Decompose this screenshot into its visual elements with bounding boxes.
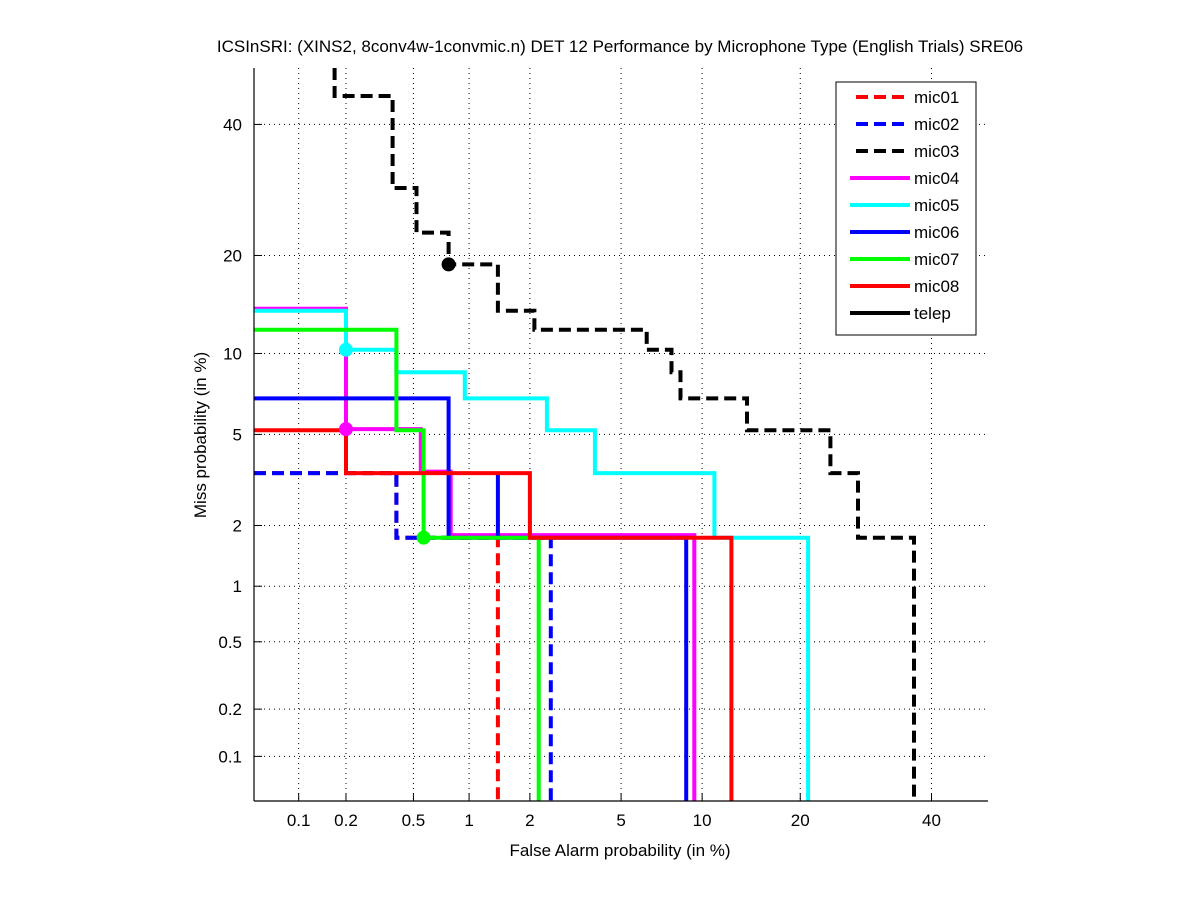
x-tick-label: 20 xyxy=(791,811,810,830)
x-tick-label: 1 xyxy=(464,811,473,830)
legend-item-mic01: mic01 xyxy=(856,88,959,107)
y-tick-label: 2 xyxy=(233,516,242,535)
legend-item-mic06: mic06 xyxy=(850,223,959,242)
x-tick-label: 5 xyxy=(616,811,625,830)
legend-label: mic04 xyxy=(914,169,959,188)
y-tick-label: 0.5 xyxy=(218,633,242,652)
y-tick-label: 0.2 xyxy=(218,700,242,719)
legend-item-mic02: mic02 xyxy=(856,115,959,134)
x-axis-label: False Alarm probability (in %) xyxy=(509,841,730,860)
x-tick-label: 40 xyxy=(922,811,941,830)
legend-label: telep xyxy=(914,304,951,323)
legend-item-telep: telep xyxy=(850,304,951,323)
y-tick-label: 1 xyxy=(233,577,242,596)
y-axis-label: Miss probability (in %) xyxy=(191,352,210,518)
x-axis-ticks: 0.1 0.2 0.5 1 2 5 10 20 40 xyxy=(287,793,941,830)
x-tick-label: 0.2 xyxy=(334,811,358,830)
y-tick-label: 40 xyxy=(223,115,242,134)
legend-item-mic08: mic08 xyxy=(850,277,959,296)
min-dcf-marker-mic04 xyxy=(338,422,353,437)
y-tick-label: 0.1 xyxy=(218,747,242,766)
legend-label: mic07 xyxy=(914,250,959,269)
legend-label: mic02 xyxy=(914,115,959,134)
min-dcf-marker-mic07 xyxy=(416,530,431,545)
legend-label: mic05 xyxy=(914,196,959,215)
legend-label: mic01 xyxy=(914,88,959,107)
min-dcf-marker-mic03 xyxy=(441,257,456,272)
legend-item-mic04: mic04 xyxy=(850,169,959,188)
legend-label: mic06 xyxy=(914,223,959,242)
x-tick-label: 10 xyxy=(693,811,712,830)
legend: mic01 mic02 mic03 mic04 mic05 mic06 mic07 mic08… xyxy=(835,81,977,336)
legend-item-mic03: mic03 xyxy=(856,142,959,161)
grid xyxy=(254,68,988,801)
x-tick-label: 0.1 xyxy=(287,811,311,830)
series-mic01 xyxy=(254,471,500,801)
legend-label: mic03 xyxy=(914,142,959,161)
x-tick-label: 0.5 xyxy=(402,811,426,830)
series-mic03 xyxy=(332,68,916,801)
series-mic08 xyxy=(254,428,734,801)
legend-label: mic08 xyxy=(914,277,959,296)
y-tick-label: 10 xyxy=(223,344,242,363)
legend-item-mic07: mic07 xyxy=(850,250,959,269)
curves xyxy=(254,68,916,801)
y-axis-ticks: 0.1 0.2 0.5 1 2 5 10 20 40 xyxy=(218,115,262,766)
y-tick-label: 20 xyxy=(223,246,242,265)
series-mic05 xyxy=(254,308,811,801)
chart-title: ICSInSRI: (XINS2, 8conv4w-1convmic.n) DE… xyxy=(217,37,1023,56)
series-mic02 xyxy=(254,471,553,801)
series-mic04 xyxy=(254,306,697,801)
y-tick-label: 5 xyxy=(233,425,242,444)
min-dcf-marker-mic05 xyxy=(338,342,353,357)
x-tick-label: 2 xyxy=(525,811,534,830)
legend-item-mic05: mic05 xyxy=(850,196,959,215)
